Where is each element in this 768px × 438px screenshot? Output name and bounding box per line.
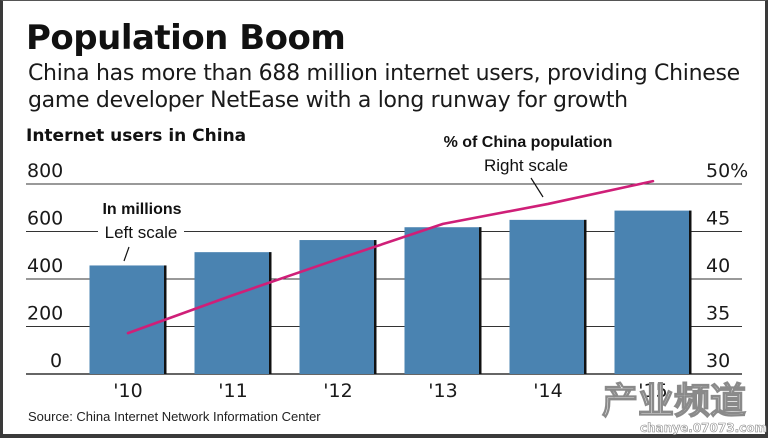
bar-edge xyxy=(689,210,692,374)
left-axis-ticks: 0 200 400 600 800 xyxy=(27,160,63,372)
watermark-text: 产业频道 xyxy=(602,381,746,422)
watermark-url: chanye.07073.com xyxy=(640,421,767,435)
percent-line xyxy=(126,179,655,335)
right-tick-label: 50% xyxy=(706,160,748,182)
right-tick-label: 30 xyxy=(706,350,730,372)
bar-edge xyxy=(374,240,377,374)
left-annotation-title: In millions xyxy=(102,201,181,218)
bar-edge xyxy=(584,219,587,374)
x-tick-label: '15 xyxy=(638,380,667,402)
left-tick-label: 400 xyxy=(27,255,63,277)
bar xyxy=(194,252,272,374)
bar xyxy=(299,240,377,374)
right-annotation-subtitle: Right scale xyxy=(484,156,568,175)
chart-label: Internet users in China xyxy=(26,126,247,146)
x-tick-label: '12 xyxy=(323,380,352,402)
bar-edge xyxy=(269,252,272,374)
right-annotation-leader xyxy=(530,177,544,198)
chart-subtitle-line-1: China has more than 688 million internet… xyxy=(28,61,740,86)
percent-line-path xyxy=(126,179,655,335)
right-tick-label: 40 xyxy=(706,255,730,277)
left-tick-label: 0 xyxy=(50,350,62,372)
x-tick-label: '10 xyxy=(113,380,142,402)
right-axis-ticks: 30 35 40 45 50% xyxy=(706,160,748,372)
bar xyxy=(89,265,167,374)
right-annotation-title: % of China population xyxy=(444,134,613,151)
x-tick-label: '14 xyxy=(533,380,562,402)
right-tick-label: 35 xyxy=(706,303,730,325)
left-tick-label: 200 xyxy=(27,303,63,325)
chart-subtitle-line-2: game developer NetEase with a long runwa… xyxy=(28,88,628,113)
bar xyxy=(509,219,587,374)
left-tick-label: 800 xyxy=(27,160,63,182)
left-tick-label: 600 xyxy=(27,208,63,230)
x-tick-label: '13 xyxy=(428,380,457,402)
left-annotation-leader xyxy=(123,246,130,262)
bar xyxy=(614,210,692,374)
chart-title: Population Boom xyxy=(26,18,346,58)
right-tick-label: 45 xyxy=(706,208,730,230)
x-tick-label: '11 xyxy=(218,380,247,402)
left-annotation-bg xyxy=(98,218,184,244)
bar xyxy=(404,227,482,374)
left-annotation-subtitle: Left scale xyxy=(105,223,178,242)
bars xyxy=(89,210,692,374)
bar-edge xyxy=(479,227,482,374)
x-axis-ticks: '10 '11 '12 '13 '14 '15 xyxy=(113,380,667,402)
source-note: Source: China Internet Network Informati… xyxy=(28,409,321,424)
